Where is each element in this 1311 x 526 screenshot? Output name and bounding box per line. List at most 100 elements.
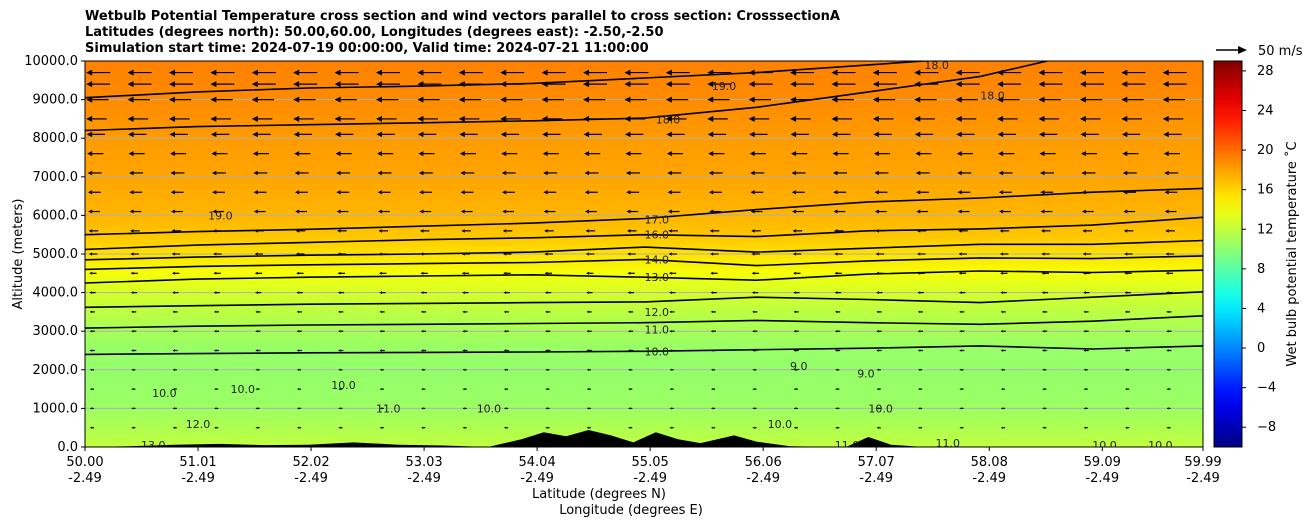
wind-arrow (168, 96, 192, 103)
wind-arrow (89, 387, 94, 391)
wind-arrow (1081, 209, 1094, 214)
x-tick-label-lat: 53.03 (405, 455, 442, 470)
wind-arrow (999, 252, 1009, 256)
wind-arrow (917, 329, 923, 333)
wind-arrow (335, 151, 352, 157)
wind-reference-label: 50 m/s (1258, 44, 1303, 59)
wind-arrow (835, 407, 840, 410)
wind-arrow (997, 115, 1018, 122)
wind-arrow (254, 252, 264, 256)
wind-arrow (1083, 426, 1088, 429)
wind-arrow (379, 368, 384, 371)
wind-arrow (89, 349, 95, 352)
wind-arrow (131, 310, 137, 314)
wind-arrow (665, 81, 690, 88)
wind-arrow (500, 96, 523, 103)
wind-arrow (752, 426, 757, 429)
wind-arrow (876, 310, 882, 314)
wind-arrow (131, 329, 137, 333)
wind-arrow (419, 209, 432, 214)
wind-arrow (875, 229, 885, 233)
wind-arrow (420, 349, 427, 352)
wind-arrow (835, 426, 840, 429)
wind-arrow (501, 190, 515, 195)
x-axis-label-2: Longitude (degrees E) (559, 503, 703, 518)
wind-arrow (213, 252, 222, 256)
wind-arrow (86, 81, 111, 88)
wind-arrow (626, 190, 640, 195)
wind-arrow (379, 329, 385, 333)
wind-arrow (628, 368, 633, 371)
wind-arrow (792, 252, 802, 256)
wind-arrow (296, 329, 302, 333)
wind-arrow (831, 81, 856, 88)
wind-arrow (791, 170, 806, 176)
contour-label: 12.0 (186, 418, 211, 431)
wind-arrow (543, 190, 557, 195)
wind-arrow (917, 291, 924, 294)
wind-arrow (336, 190, 350, 195)
wind-arrow (375, 81, 400, 88)
x-tick-label-lat: 58.08 (971, 455, 1008, 470)
wind-arrow (711, 387, 716, 391)
chart-title-line-1: Wetbulb Potential Temperature cross sect… (85, 9, 840, 24)
wind-arrow (916, 190, 929, 195)
wind-arrow (1121, 131, 1141, 138)
contour-label: 10.0 (331, 379, 356, 392)
contour-label: 11.0 (645, 323, 670, 336)
wind-arrow (584, 190, 598, 195)
wind-arrow (130, 271, 138, 275)
wind-arrow (1165, 271, 1174, 275)
y-tick-label: 7000.0 (33, 170, 79, 185)
wind-arrow (338, 426, 343, 429)
x-tick-label-lat: 51.01 (179, 455, 216, 470)
wind-arrow (793, 349, 799, 352)
wind-arrow (585, 229, 596, 233)
wind-arrow (918, 407, 923, 410)
wind-arrow (462, 349, 468, 352)
wind-arrow (832, 151, 849, 157)
wind-arrow (955, 96, 978, 103)
wind-arrow (1082, 252, 1092, 256)
wind-arrow (89, 426, 94, 429)
wind-arrow (86, 131, 106, 138)
colorbar-tick-label: −8 (1257, 420, 1276, 435)
wind-arrow (296, 349, 302, 352)
wind-arrow (917, 271, 925, 275)
wind-arrow (417, 131, 437, 138)
wind-arrow (338, 349, 344, 352)
wind-arrow (1124, 271, 1132, 275)
wind-arrow (462, 426, 467, 429)
wind-arrow (459, 131, 478, 138)
wind-arrow (586, 387, 591, 391)
wind-arrow (793, 426, 798, 429)
wind-arrow (586, 349, 592, 352)
wind-arrow (959, 349, 965, 352)
wind-arrow (667, 190, 681, 195)
wind-arrow (918, 368, 923, 371)
wind-arrow (583, 96, 606, 103)
x-tick-label-lat: 59.09 (1084, 455, 1121, 470)
wind-arrow (503, 368, 509, 371)
wind-arrow (707, 115, 728, 122)
wind-arrow (1163, 131, 1182, 138)
wind-arrow (252, 151, 269, 157)
wind-arrow (751, 291, 759, 294)
wind-arrow (792, 209, 804, 214)
colorbar-label: Wet bulb potential temperature ˚C (1284, 141, 1300, 366)
wind-arrow (667, 170, 682, 176)
wind-arrow (832, 170, 847, 176)
wind-arrow (625, 151, 642, 157)
wind-arrow (214, 387, 219, 391)
wind-arrow (955, 69, 980, 76)
wind-arrow (586, 368, 591, 371)
wind-arrow (545, 426, 550, 429)
wind-arrow (1000, 387, 1005, 391)
wind-arrow (377, 170, 392, 176)
wind-arrow (876, 407, 881, 410)
wind-arrow (545, 349, 551, 352)
colorbar-tick-label: 12 (1257, 222, 1274, 237)
contour-label: 18.0 (656, 114, 681, 127)
wind-arrow (462, 407, 467, 410)
